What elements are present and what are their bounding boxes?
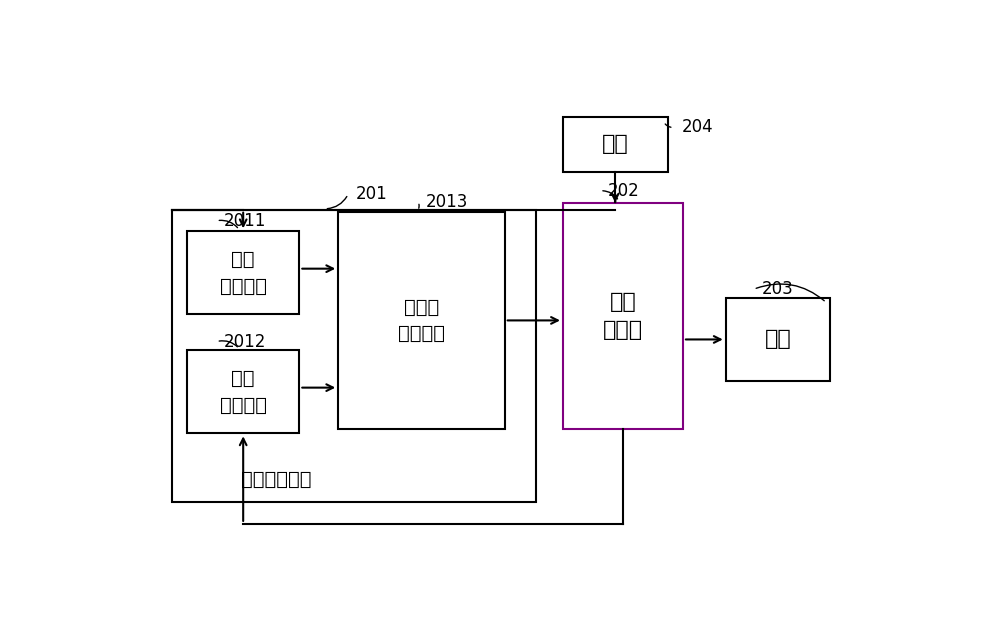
Bar [187, 231, 299, 315]
Text: 电机
控制器: 电机 控制器 [603, 292, 643, 340]
Text: 第二
采集模块: 第二 采集模块 [220, 369, 267, 415]
Text: 电网: 电网 [602, 134, 629, 154]
Bar [563, 117, 668, 172]
Text: 204: 204 [681, 119, 713, 137]
Bar [726, 298, 830, 381]
Text: 2011: 2011 [224, 212, 267, 230]
Bar [172, 210, 536, 502]
Text: 电机: 电机 [765, 329, 791, 349]
Text: 203: 203 [761, 280, 793, 298]
Text: 2013: 2013 [426, 193, 468, 211]
Bar [338, 212, 505, 429]
Text: 计算与
控制模块: 计算与 控制模块 [398, 298, 445, 343]
Text: 第一
采集模块: 第一 采集模块 [220, 250, 267, 295]
Text: 准同步控制器: 准同步控制器 [241, 470, 312, 489]
Bar [187, 350, 299, 433]
Bar [563, 203, 683, 429]
Text: 2012: 2012 [224, 332, 267, 350]
Text: 201: 201 [356, 185, 388, 203]
Text: 202: 202 [608, 182, 640, 200]
